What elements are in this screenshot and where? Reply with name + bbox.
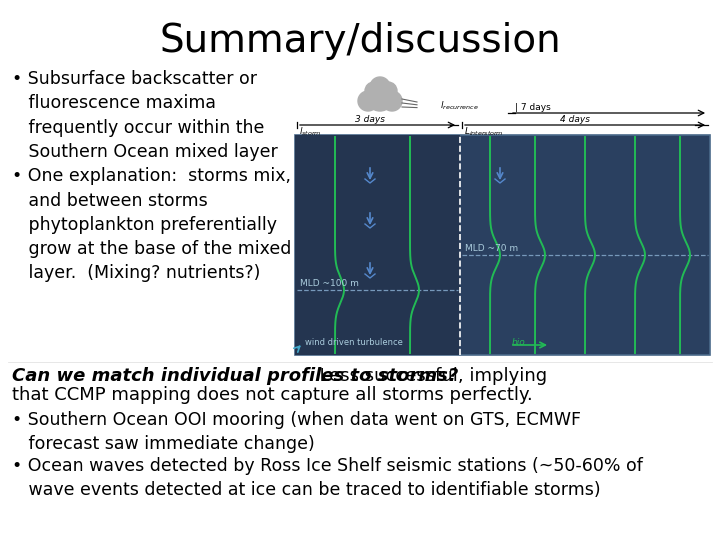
- Text: Summary/discussion: Summary/discussion: [159, 22, 561, 60]
- Text: bio: bio: [512, 338, 526, 347]
- FancyBboxPatch shape: [295, 135, 710, 355]
- Text: • Subsurface backscatter or
   fluorescence maxima
   frequently occur within th: • Subsurface backscatter or fluorescence…: [12, 70, 292, 282]
- Text: l$_{storm}$: l$_{storm}$: [299, 126, 322, 138]
- Circle shape: [365, 82, 383, 100]
- Circle shape: [358, 91, 378, 111]
- Circle shape: [366, 83, 394, 111]
- Text: Can we match individual profiles to storms?: Can we match individual profiles to stor…: [12, 367, 459, 385]
- Text: l$_{recurrence}$: l$_{recurrence}$: [440, 99, 479, 112]
- Text: • Southern Ocean OOI mooring (when data went on GTS, ECMWF
   forecast saw immed: • Southern Ocean OOI mooring (when data …: [12, 411, 581, 453]
- Text: | 7 days: | 7 days: [515, 103, 551, 112]
- Text: MLD ~70 m: MLD ~70 m: [465, 244, 518, 253]
- Text: MLD ~100 m: MLD ~100 m: [300, 279, 359, 288]
- Text: 3 days: 3 days: [355, 115, 385, 124]
- Circle shape: [382, 91, 402, 111]
- Text: • Ocean waves detected by Ross Ice Shelf seismic stations (~50-60% of
   wave ev: • Ocean waves detected by Ross Ice Shelf…: [12, 457, 643, 500]
- FancyBboxPatch shape: [295, 135, 460, 355]
- Circle shape: [379, 82, 397, 100]
- Text: that CCMP mapping does not capture all storms perfectly.: that CCMP mapping does not capture all s…: [12, 386, 533, 404]
- Text: wind driven turbulence: wind driven turbulence: [305, 338, 403, 347]
- Text: L$_{interstorm}$: L$_{interstorm}$: [464, 126, 504, 138]
- Text: 4 days: 4 days: [560, 115, 590, 124]
- Circle shape: [370, 77, 390, 97]
- Text: Less successful, implying: Less successful, implying: [308, 367, 547, 385]
